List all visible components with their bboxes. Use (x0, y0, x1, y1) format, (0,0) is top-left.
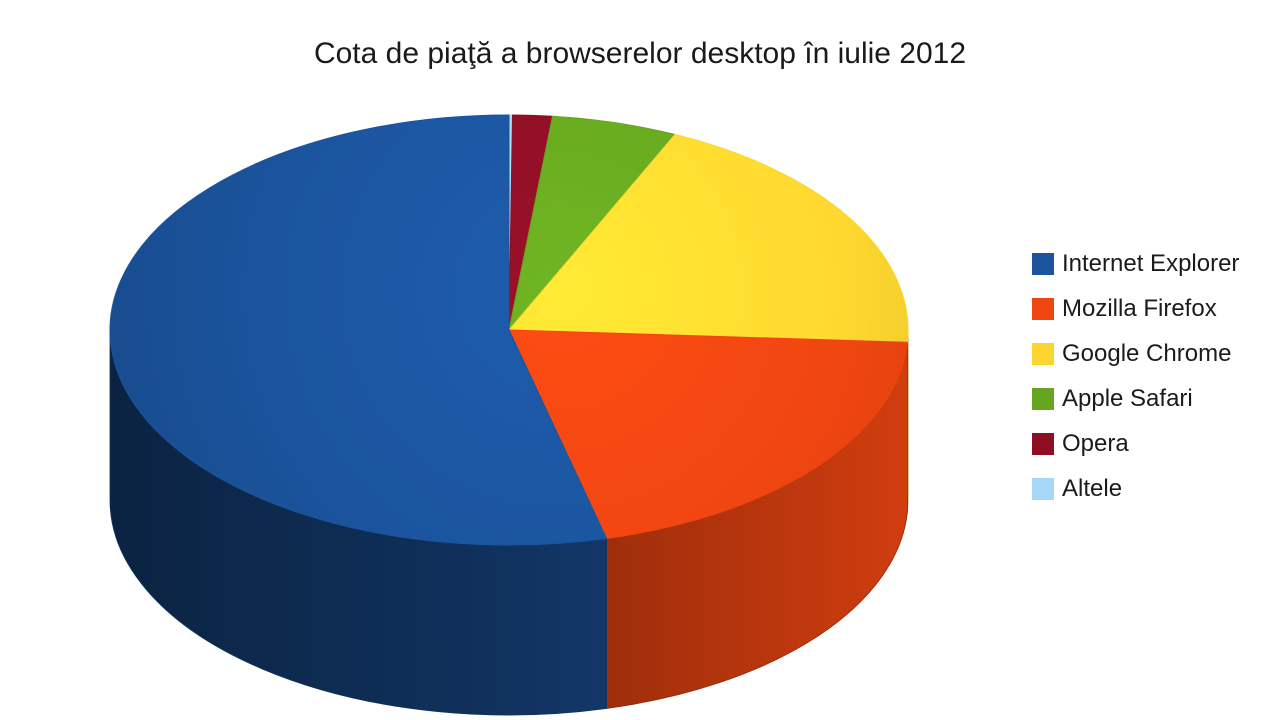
legend-label: Mozilla Firefox (1062, 295, 1217, 322)
legend-swatch-icon (1032, 298, 1054, 320)
legend-item-apple-safari: Apple Safari (1032, 387, 1239, 411)
legend-item-mozilla-firefox: Mozilla Firefox (1032, 297, 1239, 321)
pie-slice-internet-explorer (109, 114, 608, 546)
legend-swatch-icon (1032, 253, 1054, 275)
legend-swatch-icon (1032, 433, 1054, 455)
legend-item-google-chrome: Google Chrome (1032, 342, 1239, 366)
legend-label: Altele (1062, 475, 1123, 502)
legend-item-internet-explorer: Internet Explorer (1032, 252, 1239, 276)
legend-label: Opera (1062, 430, 1129, 457)
legend-swatch-icon (1032, 343, 1054, 365)
pie-slice-mozilla-firefox (508, 329, 908, 539)
legend-label: Apple Safari (1062, 385, 1193, 412)
pie-slice-google-chrome (508, 134, 909, 343)
legend: Internet Explorer Mozilla Firefox Google… (1032, 252, 1239, 501)
legend-item-opera: Opera (1032, 432, 1239, 456)
legend-swatch-icon (1032, 388, 1054, 410)
legend-swatch-icon (1032, 478, 1054, 500)
chart-title: Cota de piaţă a browserelor desktop în i… (313, 37, 967, 70)
legend-label: Google Chrome (1062, 340, 1232, 367)
legend-label: Internet Explorer (1062, 250, 1240, 277)
legend-item-altele: Altele (1032, 477, 1239, 501)
